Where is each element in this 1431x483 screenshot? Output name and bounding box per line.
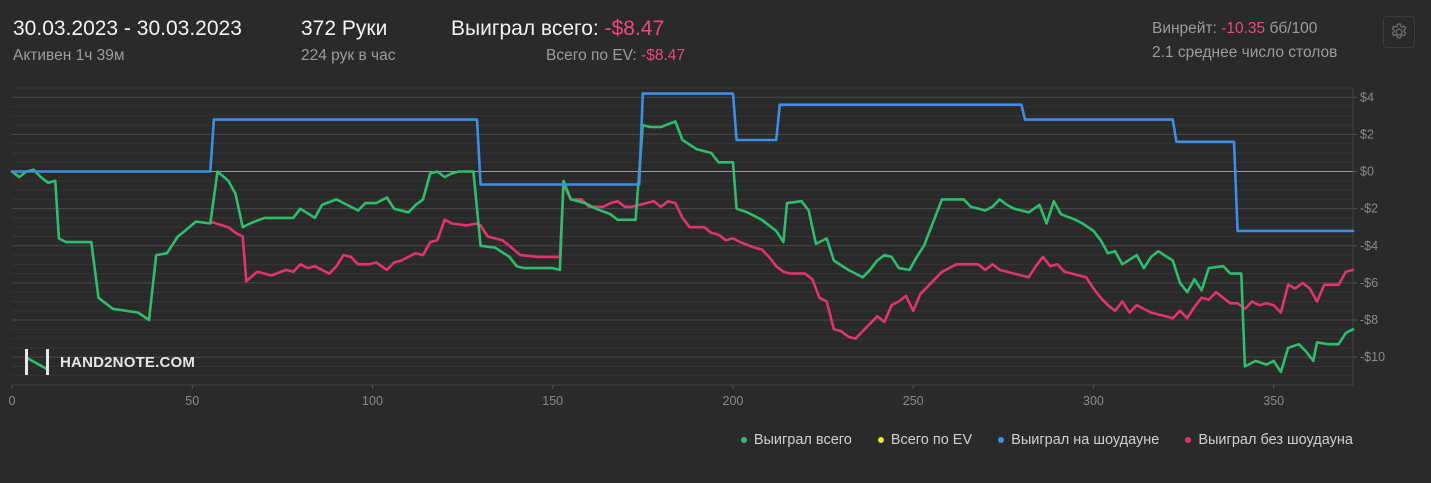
legend-label: Выиграл на шоудауне (1011, 432, 1160, 448)
legend-item-ev-total[interactable]: Всего по EV (877, 432, 973, 448)
y-tick-label: $2 (1360, 127, 1374, 141)
chart-series (10, 92, 1355, 374)
legend-item-non-showdown[interactable]: Выиграл без шоудауна (1185, 432, 1353, 448)
series-line-2 (10, 92, 1355, 233)
won-total-label: Выиграл всего: (451, 17, 599, 40)
x-tick-label: 250 (903, 394, 924, 408)
hand2note-logo: HAND2NOTE.COM (22, 347, 195, 377)
legend-item-showdown[interactable]: Выиграл на шоудауне (998, 432, 1159, 448)
legend-dot-pink (1185, 437, 1192, 443)
y-tick-label: $0 (1360, 165, 1374, 179)
y-tick-label: -$10 (1360, 350, 1385, 364)
legend-label: Выиграл всего (753, 432, 852, 448)
series-line-0 (10, 120, 1355, 374)
ev-total-value: -$8.47 (641, 47, 685, 64)
chart-legend: Выиграл всего Всего по EV Выиграл на шоу… (740, 432, 1353, 448)
hands-per-hour: 224 рук в час (301, 47, 396, 64)
ev-total: Всего по EV: -$8.47 (546, 47, 685, 65)
x-tick-label: 150 (542, 394, 563, 408)
series-line-3 (209, 183, 1355, 340)
hand2note-logo-icon (25, 349, 49, 375)
avg-tables: 2.1 среднее число столов (1152, 44, 1338, 61)
x-tick-label: 350 (1263, 394, 1284, 408)
legend-dot-blue (998, 437, 1005, 443)
winrate-unit: бб/100 (1269, 20, 1318, 37)
x-tick-label: 50 (185, 394, 199, 408)
ev-total-label: Всего по EV: (546, 47, 637, 64)
winrate: Винрейт: -10.35 бб/100 (1152, 20, 1317, 38)
y-axis-ticks: $4 $2 $0 -$2 -$4 -$6 -$8 -$10 (1353, 90, 1385, 364)
legend-dot-yellow (877, 437, 884, 443)
legend-label: Всего по EV (890, 432, 973, 448)
hands-count: 372 Руки (301, 17, 388, 40)
gear-icon (1391, 23, 1407, 39)
x-tick-label: 100 (362, 394, 383, 408)
logo-text: HAND2NOTE.COM (60, 353, 196, 371)
x-axis-ticks: 0 50 100 150 200 250 300 350 (9, 385, 1284, 408)
date-range: 30.03.2023 - 30.03.2023 (13, 17, 242, 40)
x-tick-label: 200 (723, 394, 744, 408)
won-total: Выиграл всего: -$8.47 (451, 17, 664, 41)
y-tick-label: -$2 (1360, 202, 1378, 216)
y-tick-label: -$8 (1360, 313, 1378, 327)
won-total-value: -$8.47 (604, 17, 665, 40)
active-time: Активен 1ч 39м (13, 47, 125, 64)
legend-item-won-total[interactable]: Выиграл всего (740, 432, 852, 448)
legend-dot-green (740, 437, 747, 443)
winrate-label: Винрейт: (1152, 20, 1217, 37)
y-tick-label: $4 (1360, 90, 1374, 104)
x-tick-label: 0 (9, 394, 16, 408)
y-tick-label: -$4 (1360, 239, 1378, 253)
legend-label: Выиграл без шоудауна (1198, 432, 1353, 448)
winrate-value: -10.35 (1221, 20, 1266, 37)
x-tick-label: 300 (1083, 394, 1104, 408)
chart-grid (12, 87, 1354, 386)
settings-button[interactable] (1383, 16, 1415, 48)
y-tick-label: -$6 (1360, 276, 1378, 290)
